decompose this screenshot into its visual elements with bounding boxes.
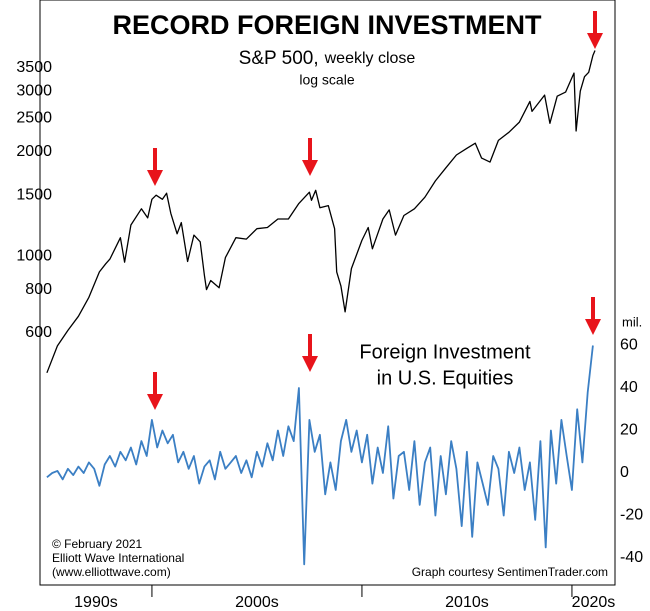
annotation: Foreign Investment [359,341,531,363]
annotation: in U.S. Equities [377,367,514,389]
credit: © February 2021 [52,537,143,551]
y2-unit: mil. [622,314,642,329]
arrow [587,11,603,49]
plot-frame [39,0,616,586]
y2-tick-label: 0 [620,464,629,481]
series-line [46,50,596,374]
arrows [147,11,603,410]
y-tick-label: 2000 [16,143,52,160]
arrow [147,148,163,186]
subtitle-note: weekly close [324,50,416,67]
y-tick-label: 800 [25,281,52,298]
credit: (www.elliottwave.com) [52,565,171,579]
subtitle-main: S&P 500, [239,48,319,69]
arrow [147,372,163,410]
y2-tick-label: -20 [620,507,643,524]
series-layer [46,50,596,566]
y2-tick-label: -40 [620,549,643,566]
y-tick-label: 600 [25,324,52,341]
y2-tick-label: 60 [620,337,638,354]
arrow [585,297,601,335]
arrow [302,138,318,176]
series-line [46,345,594,566]
y-tick-label: 2500 [16,110,52,127]
subtitle: S&P 500, weekly close [239,48,416,69]
x-decade-label: 2000s [235,594,279,611]
y-tick-label: 3500 [16,59,52,76]
y2-tick-label: 40 [620,379,638,396]
x-decade-label: 2010s [445,594,489,611]
x-decade-label: 2020s [572,594,616,611]
chart-title: RECORD FOREIGN INVESTMENT [112,10,542,40]
x-decade-label: 1990s [74,594,118,611]
y-tick-label: 1500 [16,186,52,203]
y2-tick-label: 20 [620,422,638,439]
y-tick-label: 1000 [16,247,52,264]
arrow [302,334,318,372]
scale-note: log scale [299,72,354,88]
credit: Elliott Wave International [52,551,184,565]
y-tick-label: 3000 [16,82,52,99]
source: Graph courtesy SentimenTrader.com [412,565,608,579]
